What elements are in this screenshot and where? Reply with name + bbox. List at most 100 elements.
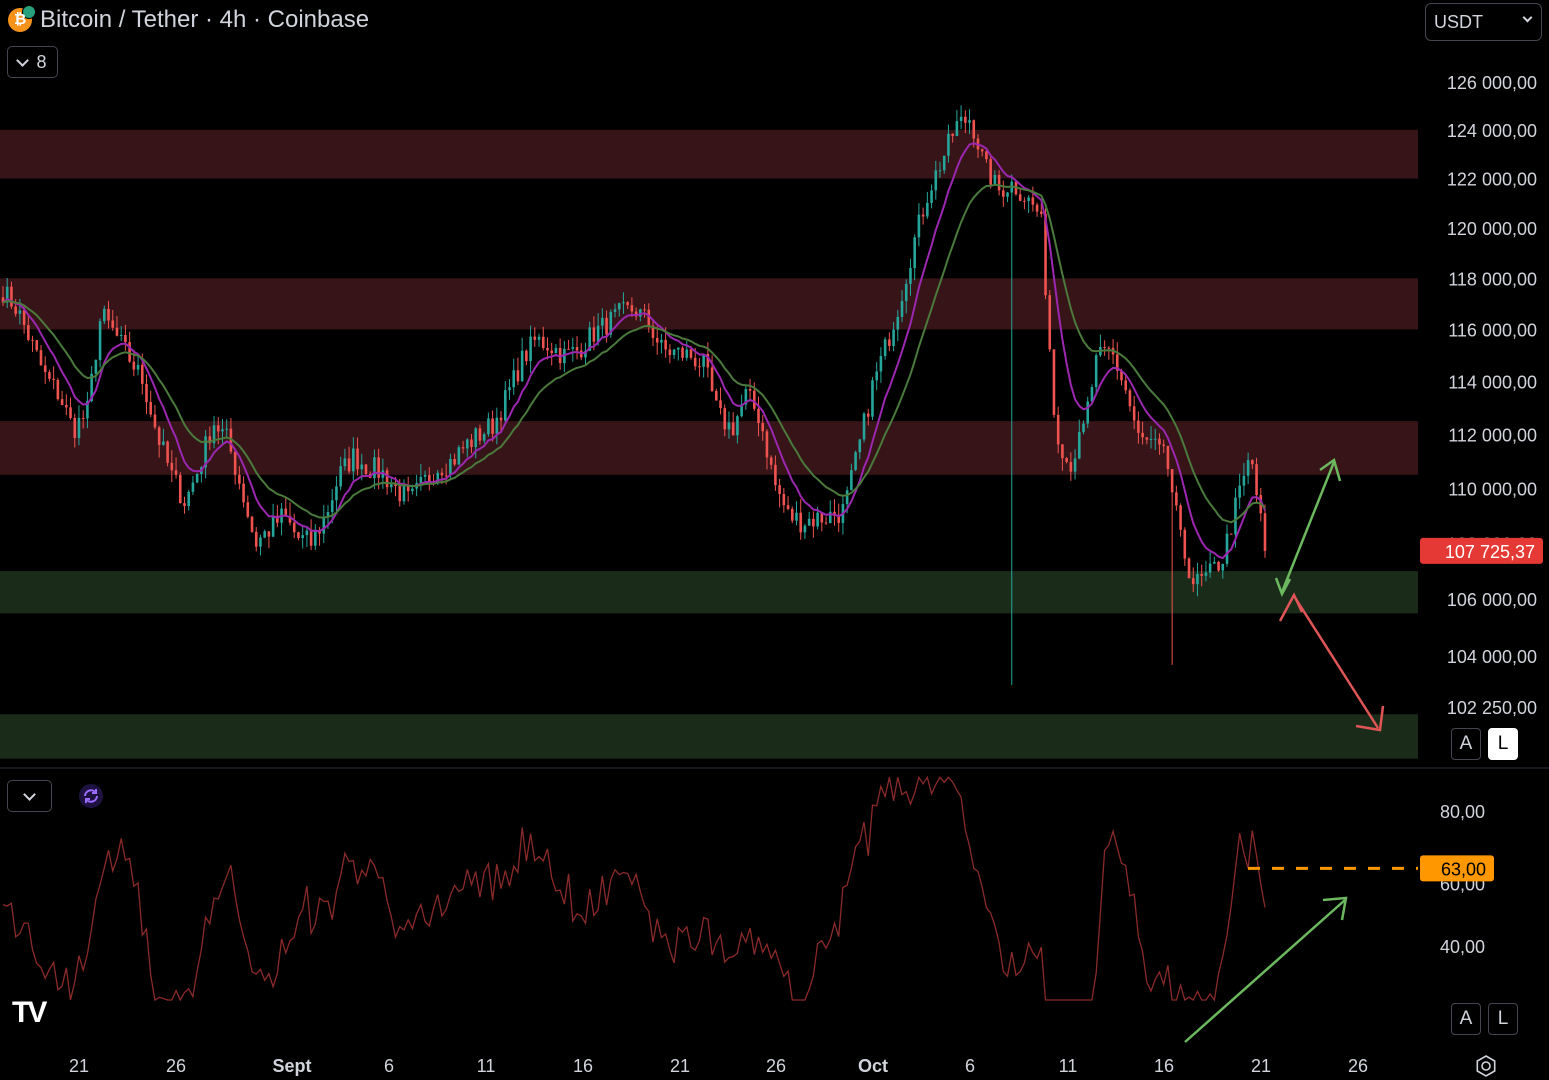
- candle-body: [1115, 354, 1119, 371]
- log-scale-button[interactable]: L: [1488, 728, 1518, 760]
- candle-body: [1120, 370, 1123, 381]
- candle-body: [782, 493, 786, 506]
- candle-body: [191, 482, 195, 492]
- candle-body: [73, 418, 77, 438]
- settings-gear-icon[interactable]: [1474, 1054, 1498, 1078]
- candle-body: [1263, 513, 1267, 551]
- candle-body: [824, 522, 828, 524]
- candle-body: [850, 469, 853, 491]
- support-zone-2: [0, 714, 1418, 759]
- candle-body: [427, 474, 431, 482]
- candle-body: [795, 512, 798, 521]
- candle-body: [229, 428, 233, 452]
- candle-body: [664, 339, 667, 350]
- candle-body: [820, 512, 824, 523]
- candle-body: [896, 316, 900, 330]
- candle-body: [60, 399, 64, 405]
- arrow-tail: [1274, 577, 1292, 598]
- candle-body: [242, 483, 245, 503]
- candle-body: [330, 500, 334, 513]
- candle-body: [736, 416, 739, 436]
- rsi-axis-label: 40,00: [1440, 937, 1485, 957]
- candle-body: [622, 302, 625, 304]
- candle-body: [31, 339, 34, 341]
- candle-body: [284, 508, 288, 517]
- candle-body: [685, 349, 689, 358]
- candle-body: [1002, 190, 1005, 197]
- candle-body: [959, 116, 963, 122]
- candle-body: [406, 486, 410, 492]
- currency-select[interactable]: USDT: [1425, 3, 1542, 41]
- time-axis-label: 6: [384, 1056, 394, 1076]
- candles-group: [1, 105, 1267, 686]
- candle-body: [394, 484, 397, 486]
- candle-body: [980, 149, 984, 152]
- candle-body: [837, 515, 841, 523]
- candle-body: [178, 474, 182, 504]
- price-axis-label: 106 000,00: [1447, 590, 1537, 610]
- candle-body: [1027, 197, 1030, 201]
- candle-body: [1183, 529, 1187, 559]
- candle-body: [1229, 533, 1233, 535]
- candle-body: [1255, 464, 1258, 496]
- candle-body: [322, 516, 326, 534]
- bitcoin-icon: [8, 5, 36, 32]
- candle-body: [651, 325, 655, 338]
- indicators-collapse-button[interactable]: 8: [7, 46, 58, 78]
- candle-body: [271, 515, 275, 537]
- candle-body: [22, 310, 26, 325]
- candle-body: [752, 390, 756, 409]
- tether-icon: [22, 5, 36, 19]
- candle-body: [1162, 444, 1166, 446]
- candle-body: [305, 530, 309, 536]
- candle-body: [639, 309, 642, 317]
- candle-body: [86, 401, 89, 419]
- candle-body: [309, 530, 313, 546]
- candle-body: [1191, 578, 1195, 585]
- arrow-shaft: [1292, 595, 1380, 729]
- candle-body: [917, 214, 921, 238]
- candle-body: [934, 170, 938, 191]
- rsi-auto-scale-button[interactable]: A: [1451, 1003, 1481, 1035]
- symbol-title: Bitcoin / Tether · 4h · Coinbase: [40, 6, 370, 33]
- rsi-collapse-button[interactable]: [7, 780, 52, 812]
- candle-body: [1158, 438, 1161, 445]
- arrow-head: [1355, 705, 1385, 732]
- symbol-header[interactable]: Bitcoin / Tether · 4h · Coinbase: [8, 5, 370, 34]
- candle-body: [377, 457, 380, 478]
- candle-body: [588, 327, 591, 351]
- candle-body: [968, 120, 971, 123]
- rsi-axis-label: 80,00: [1440, 802, 1485, 822]
- candle-body: [672, 349, 676, 356]
- rsi-bullish-arrow: [1184, 896, 1348, 1043]
- candle-body: [27, 324, 30, 340]
- candle-body: [254, 531, 258, 547]
- rsi-log-scale-button[interactable]: L: [1488, 1003, 1518, 1035]
- candle-body: [360, 464, 364, 470]
- candle-body: [90, 373, 93, 402]
- resistance-zone-3: [0, 421, 1418, 475]
- sync-icon[interactable]: [78, 783, 104, 809]
- time-axis-label: 26: [166, 1056, 186, 1076]
- price-axis-label: 112 000,00: [1448, 425, 1537, 445]
- candle-body: [1213, 561, 1216, 564]
- candle-body: [495, 417, 499, 434]
- candle-body: [212, 425, 216, 444]
- ema-fast-line: [2, 142, 1266, 560]
- candle-body: [668, 349, 672, 356]
- candle-body: [871, 380, 874, 417]
- candle-body: [39, 350, 43, 366]
- candle-body: [1069, 462, 1073, 472]
- time-axis-label: 21: [670, 1056, 690, 1076]
- auto-scale-button[interactable]: A: [1451, 728, 1481, 760]
- candle-body: [487, 418, 490, 435]
- candle-body: [761, 423, 765, 432]
- time-axis-label: 16: [1154, 1056, 1174, 1076]
- time-axis-label: 21: [1251, 1056, 1271, 1076]
- candle-body: [774, 464, 777, 486]
- candle-body: [35, 340, 39, 351]
- candle-body: [858, 439, 862, 453]
- candle-body: [1132, 406, 1136, 421]
